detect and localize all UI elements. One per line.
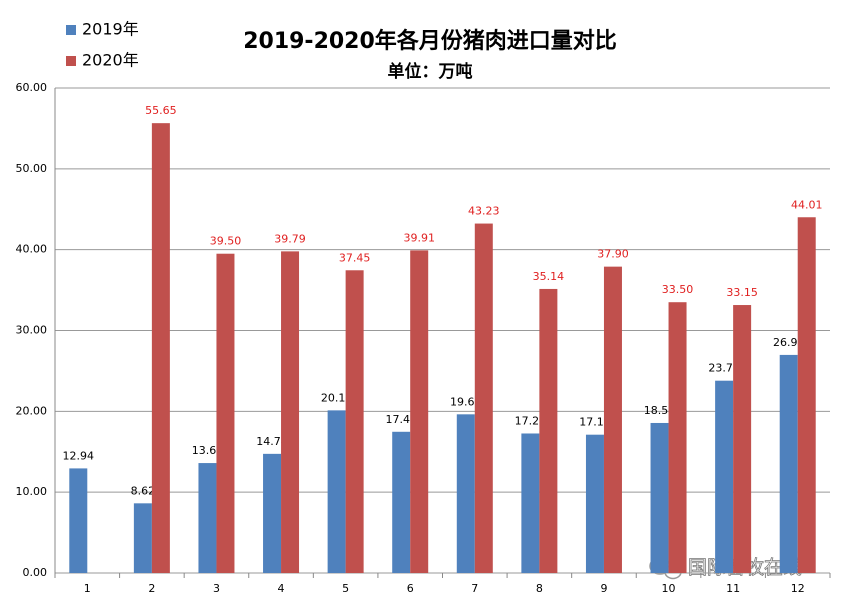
data-label: 33.50 bbox=[662, 283, 694, 296]
y-tick-label: 10.00 bbox=[16, 485, 48, 498]
data-label: 33.15 bbox=[726, 286, 758, 299]
chart-title: 2019-2020年各月份猪肉进口量对比 bbox=[243, 28, 617, 54]
data-label: 37.45 bbox=[339, 251, 371, 264]
data-label: 39.79 bbox=[274, 232, 306, 245]
data-label: 17.26 bbox=[515, 414, 547, 427]
y-tick-label: 60.00 bbox=[16, 81, 48, 94]
bar bbox=[281, 251, 300, 573]
y-tick-label: 0.00 bbox=[23, 566, 48, 579]
bar bbox=[345, 270, 364, 573]
bar bbox=[521, 433, 540, 573]
bar bbox=[198, 463, 217, 573]
bar bbox=[410, 250, 429, 573]
data-label: 39.50 bbox=[210, 235, 242, 248]
legend-label: 2020年 bbox=[82, 51, 139, 70]
bar bbox=[69, 468, 88, 573]
data-label: 43.23 bbox=[468, 205, 500, 218]
data-label: 19.63 bbox=[450, 395, 482, 408]
data-label: 37.90 bbox=[597, 248, 629, 261]
x-tick-label: 10 bbox=[662, 582, 676, 595]
data-label: 44.01 bbox=[791, 198, 823, 211]
x-tick-label: 9 bbox=[600, 582, 607, 595]
data-label: 8.62 bbox=[131, 484, 156, 497]
bar bbox=[797, 217, 816, 573]
data-label: 17.47 bbox=[385, 413, 417, 426]
legend-label: 2019年 bbox=[82, 20, 139, 39]
x-tick-label: 4 bbox=[278, 582, 285, 595]
x-tick-label: 3 bbox=[213, 582, 220, 595]
legend-swatch bbox=[66, 25, 76, 35]
x-tick-label: 6 bbox=[407, 582, 414, 595]
data-label: 14.74 bbox=[256, 435, 288, 448]
y-tick-label: 40.00 bbox=[16, 243, 48, 256]
data-label: 20.12 bbox=[321, 391, 353, 404]
bar bbox=[539, 288, 558, 573]
data-label: 12.94 bbox=[63, 449, 95, 462]
data-label: 26.98 bbox=[773, 336, 805, 349]
bar bbox=[456, 414, 475, 573]
x-tick-label: 7 bbox=[471, 582, 478, 595]
bar bbox=[779, 354, 798, 573]
y-tick-label: 30.00 bbox=[16, 324, 48, 337]
bar bbox=[474, 223, 493, 573]
bar bbox=[585, 434, 604, 573]
legend-swatch bbox=[66, 56, 76, 66]
bar bbox=[650, 422, 669, 573]
x-tick-label: 12 bbox=[791, 582, 805, 595]
data-label: 18.56 bbox=[644, 404, 676, 417]
data-label: 35.14 bbox=[533, 270, 565, 283]
y-tick-label: 20.00 bbox=[16, 404, 48, 417]
bar bbox=[133, 503, 152, 573]
x-tick-label: 11 bbox=[726, 582, 740, 595]
x-tick-label: 8 bbox=[536, 582, 543, 595]
data-label: 39.91 bbox=[403, 231, 435, 244]
bar bbox=[263, 453, 282, 573]
data-label: 55.65 bbox=[145, 104, 177, 117]
x-tick-label: 5 bbox=[342, 582, 349, 595]
bar bbox=[733, 305, 752, 573]
bar bbox=[216, 253, 235, 574]
data-label: 13.60 bbox=[192, 444, 224, 457]
y-tick-label: 50.00 bbox=[16, 162, 48, 175]
bar bbox=[151, 123, 170, 573]
bar bbox=[715, 380, 734, 573]
data-label: 23.79 bbox=[708, 362, 740, 375]
chart-subtitle: 单位：万吨 bbox=[388, 61, 473, 82]
bar bbox=[668, 302, 687, 573]
bar bbox=[603, 266, 622, 573]
x-tick-label: 2 bbox=[148, 582, 155, 595]
data-label: 17.11 bbox=[579, 416, 611, 429]
x-tick-label: 1 bbox=[84, 582, 91, 595]
bar bbox=[392, 431, 411, 573]
bar bbox=[327, 410, 346, 573]
